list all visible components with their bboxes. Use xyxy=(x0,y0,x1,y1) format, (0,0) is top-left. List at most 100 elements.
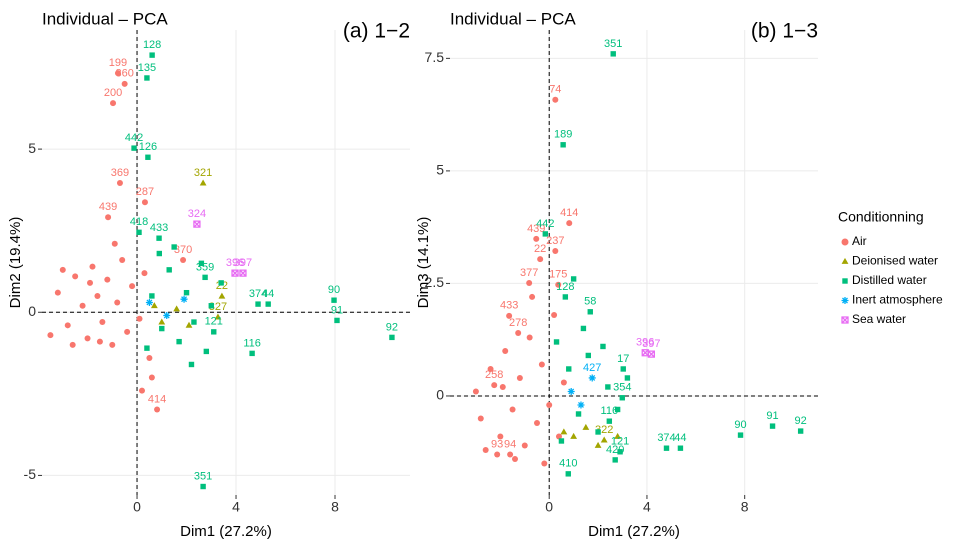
point xyxy=(265,301,271,307)
point-label: 116 xyxy=(243,337,261,349)
point-label: 414 xyxy=(560,207,578,219)
point xyxy=(99,319,106,326)
chart-subtitle: (a) 1−2 xyxy=(343,20,410,43)
point-label: 126 xyxy=(139,141,157,153)
point xyxy=(502,347,509,354)
point xyxy=(494,451,501,458)
point xyxy=(560,379,567,386)
point xyxy=(769,423,776,429)
point xyxy=(144,345,150,351)
point xyxy=(163,312,171,320)
point xyxy=(185,321,193,328)
point-label: 439 xyxy=(99,201,117,213)
point xyxy=(89,263,96,270)
point xyxy=(136,229,142,236)
point xyxy=(116,180,123,187)
point xyxy=(558,438,565,444)
legend-key xyxy=(841,238,849,246)
point-label: 200 xyxy=(104,87,122,99)
point xyxy=(94,292,101,299)
point xyxy=(575,411,582,417)
point xyxy=(565,471,571,477)
point xyxy=(617,449,623,455)
x-tick-label: 4 xyxy=(643,499,651,515)
point-label: 22 xyxy=(534,243,546,255)
point xyxy=(111,240,118,247)
point xyxy=(138,387,145,394)
point xyxy=(511,455,518,462)
point xyxy=(497,433,504,440)
point xyxy=(605,384,611,390)
point xyxy=(612,457,618,463)
point xyxy=(193,220,201,228)
point-label: 92 xyxy=(386,321,398,333)
point xyxy=(587,309,593,315)
point xyxy=(180,295,188,303)
point xyxy=(249,350,255,357)
point xyxy=(136,315,143,322)
point xyxy=(105,214,112,221)
point xyxy=(647,350,655,358)
point xyxy=(594,441,602,448)
point xyxy=(606,418,613,424)
point xyxy=(150,302,158,309)
legend-key xyxy=(842,278,848,284)
point xyxy=(560,428,568,435)
legend-key xyxy=(841,257,849,264)
point-label: 374 xyxy=(657,432,675,444)
point xyxy=(560,142,566,148)
legend-key xyxy=(841,316,849,324)
point xyxy=(72,273,79,280)
x-axis-title: Dim1 (27.2%) xyxy=(588,523,680,540)
point xyxy=(119,257,126,264)
point-label: 90 xyxy=(328,284,340,296)
point-label: 442 xyxy=(536,218,554,230)
point xyxy=(509,406,516,413)
point xyxy=(562,294,569,300)
point xyxy=(129,283,136,290)
x-tick-label: 4 xyxy=(232,499,240,515)
point xyxy=(487,365,494,372)
point xyxy=(553,339,560,345)
legend-label: Inert atmosphere xyxy=(852,293,943,307)
point xyxy=(566,366,572,372)
point xyxy=(614,406,621,413)
point xyxy=(145,154,151,160)
y-tick-label: 7.5 xyxy=(425,49,445,65)
point-label: 91 xyxy=(766,410,778,422)
point xyxy=(114,299,121,306)
point-label: 258 xyxy=(485,369,503,381)
point xyxy=(507,451,514,458)
point xyxy=(389,334,395,341)
point xyxy=(331,297,337,303)
point-label: 90 xyxy=(734,419,746,431)
point xyxy=(121,80,128,87)
point xyxy=(566,220,573,227)
point-label: 321 xyxy=(194,167,212,179)
point xyxy=(585,352,592,359)
point xyxy=(533,419,540,426)
point xyxy=(141,199,148,206)
point-label: 121 xyxy=(611,436,629,448)
point xyxy=(570,432,578,439)
point-label: 17 xyxy=(617,353,629,365)
point-label: 237 xyxy=(546,235,564,247)
point-label: 121 xyxy=(205,316,223,328)
point xyxy=(570,276,577,282)
y-tick-label: 2.5 xyxy=(425,274,445,290)
point-label: 418 xyxy=(130,216,148,228)
point-label: 94 xyxy=(504,438,516,450)
point xyxy=(526,334,533,341)
point-label: 74 xyxy=(549,84,561,96)
point xyxy=(156,235,162,241)
point xyxy=(614,432,622,439)
point-label: 287 xyxy=(136,186,154,198)
point xyxy=(96,338,103,345)
point-label: 370 xyxy=(174,244,192,256)
x-axis-title: Dim1 (27.2%) xyxy=(180,523,272,540)
legend-label: Deionised water xyxy=(852,254,938,268)
point xyxy=(555,281,562,288)
point xyxy=(149,293,155,299)
point xyxy=(203,348,210,355)
